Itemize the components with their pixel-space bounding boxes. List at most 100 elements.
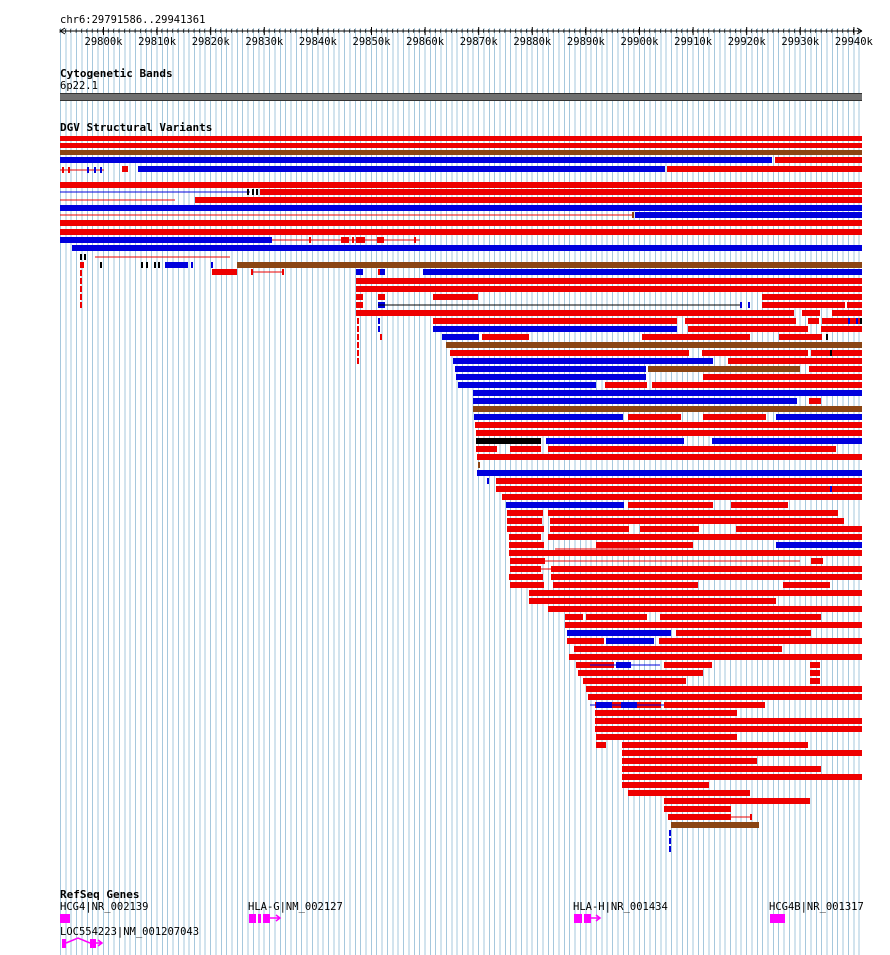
variant-bar[interactable] [496,486,862,492]
variant-bar[interactable] [165,262,188,268]
variant-bar[interactable] [728,358,862,364]
variant-bar[interactable] [356,302,363,308]
variant-bar[interactable] [668,814,731,820]
variant-bar[interactable] [509,534,541,540]
variant-bar[interactable] [60,143,862,148]
variant-mark[interactable] [252,189,254,195]
variant-bar[interactable] [596,542,693,548]
variant-mark[interactable] [282,269,284,275]
variant-bar[interactable] [648,366,800,372]
gene-label-hcg4[interactable]: HCG4|NR_002139 [60,901,149,913]
variant-bar[interactable] [510,446,541,452]
variant-bar[interactable] [821,326,862,332]
variant-mark[interactable] [80,254,82,260]
variant-bar[interactable] [548,446,836,452]
cytoband-bar[interactable] [60,93,862,101]
variant-bar[interactable] [60,136,862,141]
variant-bar[interactable] [685,318,796,324]
variant-bar[interactable] [605,382,647,388]
variant-bar[interactable] [476,446,497,452]
variant-mark[interactable] [80,278,82,284]
variant-bar[interactable] [595,718,862,724]
variant-mark[interactable] [860,318,862,324]
variant-bar[interactable] [621,702,637,708]
variant-bar[interactable] [586,614,647,620]
variant-mark[interactable] [256,189,258,195]
variant-mark[interactable] [146,262,148,268]
variant-mark[interactable] [62,167,64,173]
variant-bar[interactable] [138,166,665,172]
variant-mark[interactable] [378,318,380,324]
variant-bar[interactable] [676,630,811,636]
variant-bar[interactable] [628,414,681,420]
variant-bar[interactable] [548,534,862,540]
variant-bar[interactable] [377,237,384,243]
variant-bar[interactable] [507,518,542,524]
variant-bar[interactable] [703,374,862,380]
variant-bar[interactable] [810,662,820,668]
variant-bar[interactable] [628,502,713,508]
variant-bar[interactable] [567,630,671,636]
variant-mark[interactable] [380,334,382,340]
variant-bar[interactable] [783,582,830,588]
variant-bar[interactable] [477,470,862,476]
variant-bar[interactable] [775,157,862,163]
variant-bar[interactable] [472,221,862,226]
variant-bar[interactable] [811,350,862,356]
variant-bar[interactable] [122,166,128,172]
gene-label-hla-g[interactable]: HLA-G|NM_002127 [248,901,343,913]
variant-mark[interactable] [82,262,84,268]
variant-bar[interactable] [529,598,776,604]
variant-bar[interactable] [509,542,544,548]
gene-exon[interactable] [60,914,70,923]
variant-mark[interactable] [378,326,380,332]
variant-bar[interactable] [832,310,862,316]
variant-bar[interactable] [565,614,583,620]
gene-label-hla-h[interactable]: HLA-H|NR_001434 [573,901,668,913]
variant-bar[interactable] [356,294,363,300]
variant-mark[interactable] [357,334,359,340]
variant-mark[interactable] [191,262,193,268]
variant-bar[interactable] [635,212,862,218]
gene-exon[interactable] [584,914,591,923]
gene-exon[interactable] [258,914,261,923]
variant-bar[interactable] [565,622,862,628]
variant-bar[interactable] [546,438,684,444]
variant-bar[interactable] [596,734,737,740]
variant-bar[interactable] [60,157,772,163]
variant-mark[interactable] [830,350,832,356]
variant-bar[interactable] [507,510,543,516]
gene-exon[interactable] [263,914,270,923]
variant-bar[interactable] [664,662,712,668]
variant-bar[interactable] [529,590,862,596]
variant-bar[interactable] [622,766,821,772]
variant-bar[interactable] [507,526,544,532]
variant-bar[interactable] [453,358,713,364]
variant-mark[interactable] [414,237,416,243]
variant-bar[interactable] [596,702,612,708]
variant-bar[interactable] [380,269,385,275]
variant-mark[interactable] [357,358,359,364]
variant-bar[interactable] [60,182,862,188]
variant-mark[interactable] [750,814,752,820]
variant-bar[interactable] [60,205,862,211]
variant-bar[interactable] [473,406,862,412]
variant-bar[interactable] [642,334,750,340]
variant-bar[interactable] [60,237,272,243]
variant-mark[interactable] [251,269,253,275]
variant-mark[interactable] [478,462,480,468]
variant-bar[interactable] [809,398,821,404]
variant-bar[interactable] [433,294,478,300]
variant-bar[interactable] [664,798,810,804]
variant-bar[interactable] [622,758,757,764]
variant-bar[interactable] [60,221,470,226]
variant-mark[interactable] [211,262,213,268]
variant-bar[interactable] [762,302,845,308]
variant-bar[interactable] [60,229,862,235]
variant-bar[interactable] [551,574,862,580]
variant-mark[interactable] [158,262,160,268]
variant-mark[interactable] [94,167,96,173]
variant-mark[interactable] [80,270,82,276]
variant-bar[interactable] [731,502,788,508]
